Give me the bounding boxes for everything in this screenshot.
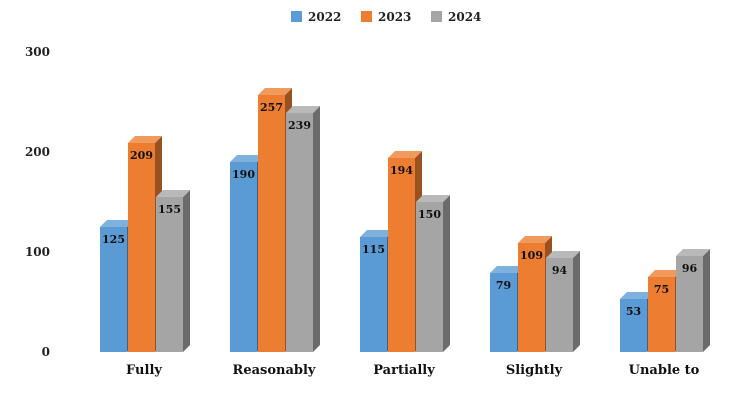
data-label: 155: [158, 203, 181, 216]
data-label: 53: [626, 305, 641, 318]
legend-label-2024: 2024: [448, 10, 481, 24]
bar-reasonably-2024: [286, 106, 320, 352]
data-label: 96: [682, 262, 698, 275]
x-category-label: Slightly: [506, 363, 563, 378]
data-label: 109: [520, 249, 543, 262]
x-category-label: Fully: [126, 363, 162, 378]
y-tick-label: 100: [25, 245, 50, 259]
y-axis: 0 100 200 300: [25, 45, 50, 359]
x-category-label: Unable to: [629, 363, 700, 378]
y-tick-label: 0: [42, 345, 50, 359]
data-label: 79: [496, 279, 511, 292]
y-tick-label: 300: [25, 45, 50, 59]
bar-fully-2024: [156, 190, 190, 352]
data-label: 94: [552, 264, 568, 277]
y-tick-label: 200: [25, 145, 50, 159]
data-label: 150: [418, 208, 441, 221]
data-label: 125: [102, 233, 125, 246]
x-axis: Fully Reasonably Partially Slightly Unable t…: [126, 363, 700, 378]
bars: [100, 88, 710, 352]
legend-swatch-2024: [431, 11, 442, 22]
legend-swatch-2022: [291, 11, 302, 22]
x-category-label: Reasonably: [233, 363, 316, 378]
legend-swatch-2023: [361, 11, 372, 22]
legend-label-2023: 2023: [378, 10, 411, 24]
data-label: 190: [232, 168, 255, 181]
legend-label-2022: 2022: [308, 10, 341, 24]
bar-slightly-2024: [546, 251, 580, 352]
data-label: 115: [362, 243, 385, 256]
data-label: 209: [130, 149, 153, 162]
data-labels: 125 209 155 190 257 239 115 194 150 79 109 94 53 75 96: [102, 101, 697, 318]
data-label: 239: [288, 119, 311, 132]
legend: 2022 2023 2024: [291, 10, 481, 24]
data-label: 75: [654, 283, 669, 296]
data-label: 194: [390, 164, 413, 177]
data-label: 257: [260, 101, 283, 114]
bar-unable-to-2024: [676, 249, 710, 352]
bar-partially-2024: [416, 195, 450, 352]
x-category-label: Partially: [373, 363, 435, 378]
